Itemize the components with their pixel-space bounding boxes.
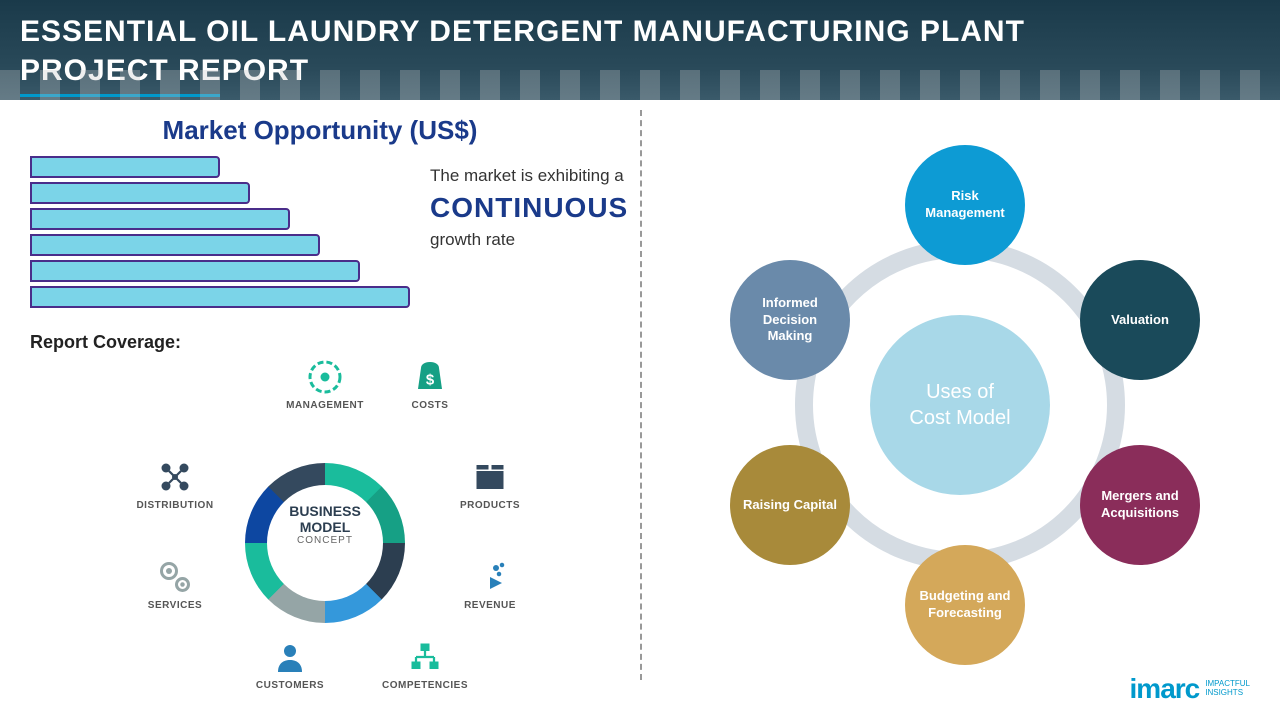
center-line-2: Cost Model [909,405,1010,431]
bar-chart [30,156,410,312]
bm-item-label: COMPETENCIES [375,680,475,691]
business-model-center: BUSINESS MODEL CONCEPT [265,503,385,546]
management-icon [306,358,344,396]
growth-emphasis: CONTINUOUS [430,192,628,224]
tagline-2: INSIGHTS [1205,688,1243,697]
title-underline [20,94,220,97]
chart-bar [30,234,320,256]
bm-item-label: REVENUE [440,600,540,611]
chart-bar [30,286,410,308]
logo-brand: imarc [1130,673,1200,705]
cost-model-node: Valuation [1080,260,1200,380]
svg-text:$: $ [426,372,435,389]
chart-bar [30,208,290,230]
bm-item-products: PRODUCTS [440,458,540,516]
bm-center-line3: CONCEPT [265,535,385,546]
bm-item-distribution: DISTRIBUTION [125,458,225,516]
bm-center-line2: MODEL [265,519,385,535]
page-title: ESSENTIAL OIL LAUNDRY DETERGENT MANUFACT… [20,12,1260,90]
tagline-1: IMPACTFUL [1205,679,1250,688]
center-line-1: Uses of [926,379,994,405]
title-line-2: PROJECT REPORT [20,54,309,87]
report-coverage: Report Coverage: BUSINESS MODEL CONCEPT … [30,332,610,688]
products-icon [471,458,509,496]
bm-item-management: MANAGEMENT [275,358,375,416]
bm-center-line1: BUSINESS [265,503,385,519]
cost-model-center: Uses of Cost Model [870,315,1050,495]
competencies-icon [406,638,444,676]
cost-model-node: Mergers and Acquisitions [1080,445,1200,565]
bm-item-competencies: COMPETENCIES [375,638,475,696]
chart-bar [30,260,360,282]
bm-item-label: MANAGEMENT [275,400,375,411]
cost-model-node: Raising Capital [730,445,850,565]
bm-item-label: CUSTOMERS [240,680,340,691]
services-icon [156,558,194,596]
customers-icon [271,638,309,676]
header: ESSENTIAL OIL LAUNDRY DETERGENT MANUFACT… [0,0,1280,100]
report-coverage-label: Report Coverage: [30,332,610,353]
left-panel: Market Opportunity (US$) The market is e… [0,100,640,720]
market-title: Market Opportunity (US$) [30,115,610,146]
business-model-diagram: BUSINESS MODEL CONCEPT MANAGEMENT $ COSTS P… [70,358,570,688]
content-area: Market Opportunity (US$) The market is e… [0,100,1280,720]
growth-line-1: The market is exhibiting a [430,166,628,186]
distribution-icon [156,458,194,496]
chart-bar [30,156,220,178]
title-line-1: ESSENTIAL OIL LAUNDRY DETERGENT MANUFACT… [20,15,1025,48]
growth-text: The market is exhibiting a CONTINUOUS gr… [430,156,628,312]
cost-model-diagram: Uses of Cost Model Risk Management Valuat… [680,115,1240,675]
cost-model-node: Budgeting and Forecasting [905,545,1025,665]
bm-item-label: DISTRIBUTION [125,500,225,511]
logo-tagline: IMPACTFUL INSIGHTS [1205,680,1250,698]
right-panel: Uses of Cost Model Risk Management Valuat… [640,100,1280,720]
bm-item-revenue: REVENUE [440,558,540,616]
bm-item-label: PRODUCTS [440,500,540,511]
growth-line-3: growth rate [430,230,628,250]
bm-item-customers: CUSTOMERS [240,638,340,696]
bm-item-label: SERVICES [125,600,225,611]
bm-item-costs: $ COSTS [380,358,480,416]
logo: imarc IMPACTFUL INSIGHTS [1130,673,1250,705]
bm-item-label: COSTS [380,400,480,411]
costs-icon: $ [411,358,449,396]
cost-model-node: Informed Decision Making [730,260,850,380]
chart-area: The market is exhibiting a CONTINUOUS gr… [30,156,610,312]
cost-model-node: Risk Management [905,145,1025,265]
chart-bar [30,182,250,204]
revenue-icon [471,558,509,596]
bm-item-services: SERVICES [125,558,225,616]
